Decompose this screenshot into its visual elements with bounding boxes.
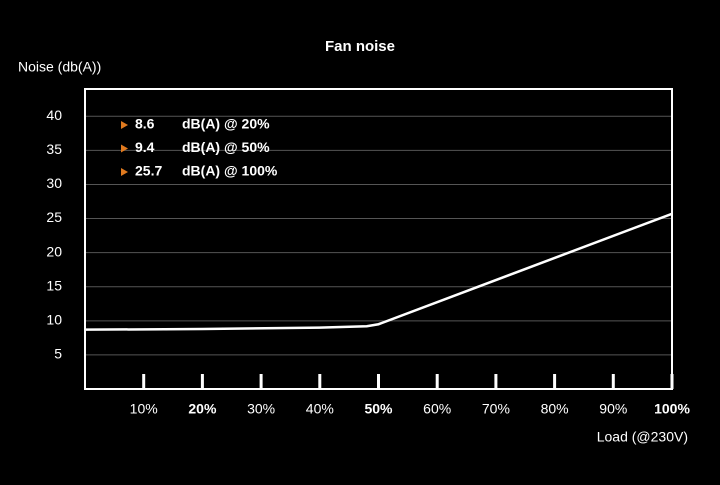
plot-frame	[84, 88, 673, 390]
y-tick-label: 25	[46, 209, 62, 225]
x-tick-label: 60%	[423, 401, 451, 417]
y-tick-label: 15	[46, 277, 62, 293]
bullet	[121, 121, 128, 129]
x-tick-label: 90%	[599, 401, 627, 417]
y-tick-label: 20	[46, 243, 62, 259]
x-axis-label: Load (@230V)	[597, 429, 688, 445]
x-tick-label: 10%	[130, 401, 158, 417]
y-tick-label: 30	[46, 175, 62, 191]
y-tick-label: 5	[54, 346, 62, 362]
annotation-value: 25.7	[135, 163, 162, 179]
chart-title: Fan noise	[325, 38, 395, 55]
y-axis-label: Noise (db(A))	[18, 59, 101, 75]
x-tick-label: 30%	[247, 401, 275, 417]
y-tick-label: 35	[46, 141, 62, 157]
annotation-text: dB(A) @ 50%	[182, 139, 270, 155]
x-tick-label: 80%	[541, 401, 569, 417]
y-tick-label: 40	[46, 107, 62, 123]
x-tick-label: 100%	[654, 401, 690, 417]
annotation-value: 9.4	[135, 139, 155, 155]
x-tick-label: 20%	[188, 401, 217, 417]
y-tick-label: 10	[46, 312, 62, 328]
bullet	[121, 144, 128, 153]
annotation-text: dB(A) @ 100%	[182, 163, 278, 179]
bullet	[121, 168, 128, 176]
annotation-value: 8.6	[135, 116, 155, 132]
x-tick-label: 40%	[306, 401, 334, 417]
data-line	[84, 212, 673, 331]
x-tick-label: 50%	[364, 401, 393, 417]
x-tick-label: 70%	[482, 401, 510, 417]
annotation-text: dB(A) @ 20%	[182, 116, 270, 132]
